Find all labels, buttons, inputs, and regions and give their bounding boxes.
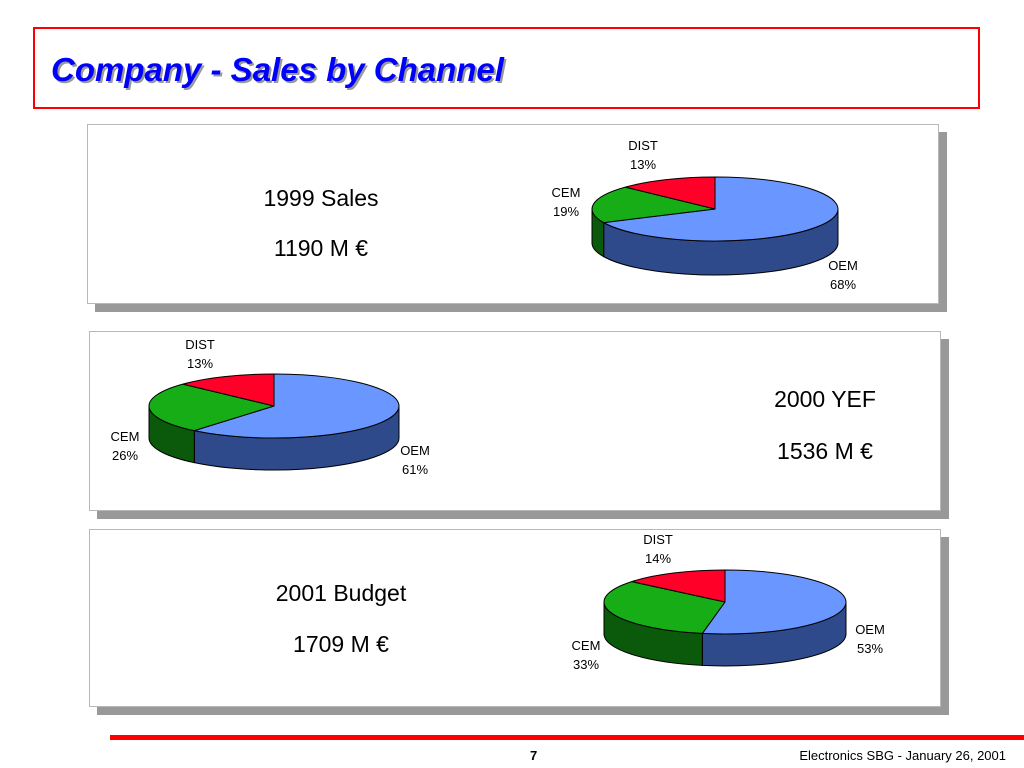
page-number: 7 <box>530 748 538 763</box>
pie-tops <box>148 373 400 439</box>
slice-value-dist: 14% <box>645 551 671 566</box>
pie-chart-1999: OEM 68% CEM 19% DIST 13% <box>552 138 858 292</box>
slide-title: Company - Sales by Channel <box>51 51 504 88</box>
slice-label-oem: OEM <box>828 258 858 273</box>
slice-label-oem: OEM <box>855 622 885 637</box>
slice-value-oem: 68% <box>830 277 856 292</box>
slice-value-cem: 19% <box>553 204 579 219</box>
title-box: Company - Sales by Channel <box>33 27 980 109</box>
panel-2001: 2001 Budget 1709 M € OEM 53% CEM 33% DIST 14% <box>89 529 941 707</box>
slice-dist <box>182 373 275 407</box>
panel-1999-title: 1999 Sales <box>263 185 379 211</box>
slice-value-cem: 26% <box>112 448 138 463</box>
footer-text: Electronics SBG - January 26, 2001 <box>799 748 1006 763</box>
slice-value-dist: 13% <box>187 356 213 371</box>
slice-value-dist: 13% <box>630 157 656 172</box>
panel-2001-title: 2001 Budget <box>275 580 407 606</box>
slice-cem <box>603 581 726 634</box>
slice-label-dist: DIST <box>628 138 658 153</box>
pie-chart-2000: OEM 61% CEM 26% DIST 13% <box>111 337 430 477</box>
slice-value-oem: 61% <box>402 462 428 477</box>
panel-2000: 2000 YEF 1536 M € OEM 61% CEM 26% DIST 13% <box>89 331 941 511</box>
slice-label-cem: CEM <box>552 185 581 200</box>
slice-oem <box>193 373 400 439</box>
slice-value-oem: 53% <box>857 641 883 656</box>
slice-oem <box>603 176 839 242</box>
panel-1999-value: 1190 M € <box>273 235 369 261</box>
pie-chart-2001: OEM 53% CEM 33% DIST 14% <box>572 532 885 672</box>
footer-divider <box>110 735 1024 740</box>
panel-2000-value: 1536 M € <box>777 438 873 464</box>
panel-1999: 1999 Sales 1190 M € OEM 68% CEM 19% DIST 13% <box>87 124 939 304</box>
slice-cem <box>148 383 275 432</box>
slice-value-cem: 33% <box>573 657 599 672</box>
slice-dist <box>624 176 716 210</box>
slice-label-cem: CEM <box>572 638 601 653</box>
pie-tops <box>603 569 847 635</box>
panel-2000-title: 2000 YEF <box>774 386 876 412</box>
slice-label-dist: DIST <box>643 532 673 547</box>
slice-cem <box>591 186 716 224</box>
slice-label-oem: OEM <box>400 443 430 458</box>
slice-label-dist: DIST <box>185 337 215 352</box>
slice-label-cem: CEM <box>111 429 140 444</box>
panel-2001-value: 1709 M € <box>293 631 389 657</box>
pie-tops <box>591 176 839 242</box>
slice-dist <box>631 569 726 603</box>
slice-oem <box>701 569 847 635</box>
